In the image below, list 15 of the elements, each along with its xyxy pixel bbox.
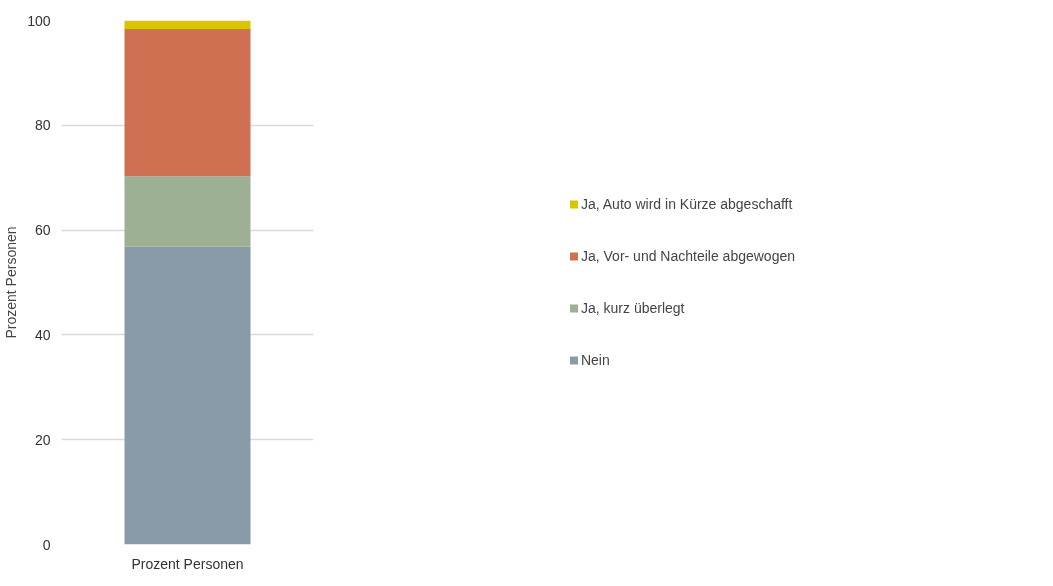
bar: [124, 20, 251, 29]
legend-label: Nein: [580, 352, 610, 368]
y-tick-label: 20: [34, 431, 51, 448]
legend-label: Ja, Vor- und Nachteile abgewogen: [580, 248, 796, 264]
y-tick-label: 40: [34, 326, 51, 343]
y-tick-label: 60: [34, 222, 51, 239]
bar: [124, 246, 251, 545]
bar: [124, 28, 251, 177]
legend-label: Ja, Auto wird in Kürze abgeschafft: [580, 196, 793, 212]
bar: [124, 176, 251, 247]
y-tick-label: 100: [27, 12, 51, 29]
legend-label: Ja, kurz überlegt: [580, 300, 685, 316]
y-axis-title: Prozent Personen: [3, 226, 20, 339]
y-tick-label: 0: [42, 536, 51, 553]
y-tick-label: 80: [34, 117, 51, 134]
